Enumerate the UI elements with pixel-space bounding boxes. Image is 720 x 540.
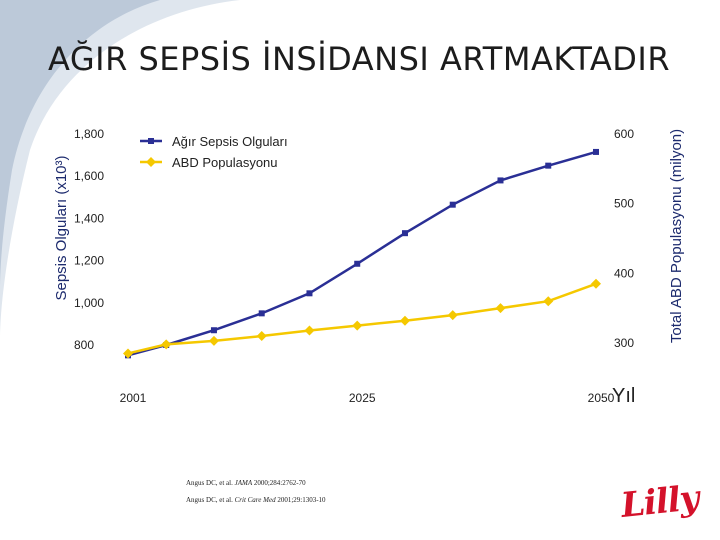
data-point	[399, 315, 410, 326]
y-left-tick-label: 1,800	[74, 127, 104, 141]
y-left-tick-label: 1,400	[74, 211, 104, 225]
series-population	[123, 278, 601, 359]
x-tick-label: 2001	[120, 391, 147, 405]
reference-2: Angus DC, et al. Crit Care Med 2001;29:1…	[186, 496, 326, 504]
y-left-axis-title: Sepsis Olguları (x10³)	[53, 155, 70, 300]
legend-label-cases: Ağır Sepsis Olguları	[172, 134, 288, 149]
data-point	[449, 201, 456, 208]
data-point	[304, 325, 315, 336]
x-tick-label: 2050	[588, 391, 615, 405]
y-left-tick-labels: 800 1,000 1,200 1,400 1,600 1,800	[74, 127, 104, 352]
data-point	[306, 290, 313, 297]
data-point	[497, 177, 504, 184]
reference-2-journal: Crit Care Med	[234, 496, 276, 504]
y-right-tick-label: 600	[614, 127, 634, 141]
lilly-logo: Lilly	[618, 478, 700, 526]
x-axis-title: Yıl	[612, 385, 635, 407]
y-right-tick-labels: 300 400 500 600	[614, 127, 634, 350]
series-line	[127, 282, 597, 355]
data-point	[543, 296, 554, 307]
series-cases	[125, 148, 599, 359]
y-right-tick-label: 500	[614, 197, 634, 211]
y-right-tick-label: 300	[614, 336, 634, 350]
data-point	[208, 335, 219, 346]
legend-marker-population	[146, 157, 156, 167]
legend: Ağır Sepsis Olguları ABD Populasyonu	[140, 134, 288, 170]
reference-1: Angus DC, et al. JAMA 2000;284:2762-70	[186, 479, 306, 487]
x-tick-labels: 2001 2025 2050	[120, 391, 615, 405]
series-layer	[123, 148, 601, 359]
data-point	[123, 348, 133, 359]
slide-title: AĞIR SEPSİS İNSİDANSI ARTMAKTADIR	[48, 40, 671, 78]
legend-label-population: ABD Populasyonu	[172, 155, 278, 170]
y-left-tick-label: 800	[74, 338, 94, 352]
reference-2-authors: Angus DC, et al.	[186, 496, 235, 504]
data-point	[210, 327, 217, 334]
data-point	[258, 310, 265, 317]
data-point	[495, 303, 506, 314]
y-left-tick-label: 1,200	[74, 254, 104, 268]
reference-1-details: 2000;284:2762-70	[252, 479, 306, 487]
data-point	[256, 331, 267, 342]
data-point	[352, 320, 363, 331]
data-point	[593, 148, 599, 155]
data-point	[591, 278, 601, 289]
reference-2-details: 2001;29:1303-10	[275, 496, 326, 504]
data-point	[447, 310, 458, 321]
data-point	[161, 339, 172, 350]
y-left-tick-label: 1,000	[74, 296, 104, 310]
y-left-tick-label: 1,600	[74, 169, 104, 183]
data-point	[545, 162, 552, 169]
data-point	[401, 230, 408, 237]
y-right-tick-label: 400	[614, 266, 634, 280]
x-tick-label: 2025	[349, 391, 376, 405]
legend-marker-cases	[148, 138, 154, 144]
reference-1-journal: JAMA	[234, 479, 253, 487]
y-right-axis-title: Total ABD Populasyonu (milyon)	[668, 129, 685, 343]
reference-1-authors: Angus DC, et al.	[186, 479, 235, 487]
data-point	[354, 260, 361, 267]
